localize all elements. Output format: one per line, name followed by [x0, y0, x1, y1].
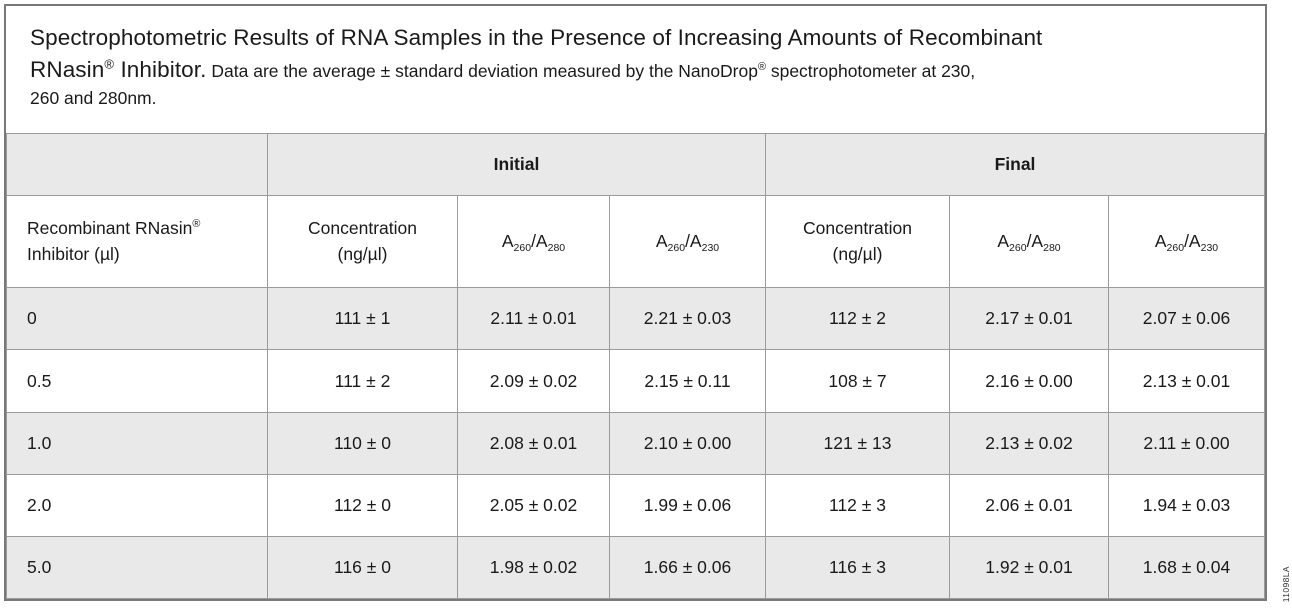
- column-header-final-a260-a280: A260/A280: [949, 195, 1109, 289]
- column-header-inhibitor: Recombinant RNasin® Inhibitor (µl): [6, 195, 268, 289]
- table-cell: 112 ± 2: [765, 287, 950, 351]
- table-cell: 2.05 ± 0.02: [457, 473, 610, 537]
- registered-mark: ®: [192, 218, 201, 231]
- figure-title: Spectrophotometric Results of RNA Sample…: [30, 22, 1239, 111]
- table-cell: 2.09 ± 0.02: [457, 349, 610, 413]
- group-header-blank: [6, 132, 268, 197]
- figure-caption: Data are the average ± standard deviatio…: [30, 60, 976, 108]
- table-cell: 2.16 ± 0.00: [949, 349, 1109, 413]
- table-cell: 112 ± 3: [765, 473, 950, 537]
- figure-title-block: Spectrophotometric Results of RNA Sample…: [6, 6, 1265, 133]
- figure-frame: Spectrophotometric Results of RNA Sample…: [4, 4, 1267, 601]
- table-cell: 2.11 ± 0.00: [1108, 411, 1265, 475]
- table-cell: 2.10 ± 0.00: [609, 411, 766, 475]
- table-cell: 110 ± 0: [267, 411, 458, 475]
- table-row: 0 111 ± 1 2.11 ± 0.01 2.21 ± 0.03 112 ± …: [6, 287, 1265, 351]
- title-line1: Spectrophotometric Results of RNA Sample…: [30, 25, 1043, 50]
- registered-mark: ®: [757, 61, 766, 74]
- table-cell: 108 ± 7: [765, 349, 950, 413]
- table-cell: 2.13 ± 0.01: [1108, 349, 1265, 413]
- table-row: 5.0 116 ± 0 1.98 ± 0.02 1.66 ± 0.06 116 …: [6, 535, 1265, 600]
- figure-code: 11098LA: [1281, 565, 1291, 602]
- title-line2: RNasin® Inhibitor.: [30, 56, 207, 82]
- table-cell: 116 ± 3: [765, 535, 950, 600]
- table-cell: 2.15 ± 0.11: [609, 349, 766, 413]
- table-cell: 1.98 ± 0.02: [457, 535, 610, 600]
- table-cell: 2.08 ± 0.01: [457, 411, 610, 475]
- table-cell: 1.99 ± 0.06: [609, 473, 766, 537]
- table-cell: 2.11 ± 0.01: [457, 287, 610, 351]
- table-cell: 1.68 ± 0.04: [1108, 535, 1265, 600]
- cell-inhibitor: 5.0: [6, 535, 268, 600]
- column-header-initial-a260-a280: A260/A280: [457, 195, 610, 289]
- table-cell: 121 ± 13: [765, 411, 950, 475]
- table-cell: 1.66 ± 0.06: [609, 535, 766, 600]
- table-cell: 2.17 ± 0.01: [949, 287, 1109, 351]
- table-cell: 2.07 ± 0.06: [1108, 287, 1265, 351]
- column-header-final-a260-a230: A260/A230: [1108, 195, 1265, 289]
- group-header-initial: Initial: [267, 132, 766, 197]
- cell-inhibitor: 1.0: [6, 411, 268, 475]
- table-cell: 111 ± 2: [267, 349, 458, 413]
- cell-inhibitor: 0: [6, 287, 268, 351]
- group-header-row: Initial Final: [6, 132, 1265, 197]
- group-header-final: Final: [765, 132, 1265, 197]
- table-cell: 2.21 ± 0.03: [609, 287, 766, 351]
- column-header-final-concentration: Concentration (ng/µl): [765, 195, 950, 289]
- table-cell: 111 ± 1: [267, 287, 458, 351]
- column-header-initial-a260-a230: A260/A230: [609, 195, 766, 289]
- cell-inhibitor: 2.0: [6, 473, 268, 537]
- results-table: Initial Final Recombinant RNasin® Inhibi…: [6, 132, 1265, 600]
- column-header-initial-concentration: Concentration (ng/µl): [267, 195, 458, 289]
- column-header-row: Recombinant RNasin® Inhibitor (µl) Conce…: [6, 195, 1265, 289]
- table-cell: 2.13 ± 0.02: [949, 411, 1109, 475]
- table-cell: 1.92 ± 0.01: [949, 535, 1109, 600]
- table-cell: 2.06 ± 0.01: [949, 473, 1109, 537]
- table-cell: 1.94 ± 0.03: [1108, 473, 1265, 537]
- cell-inhibitor: 0.5: [6, 349, 268, 413]
- table-row: 2.0 112 ± 0 2.05 ± 0.02 1.99 ± 0.06 112 …: [6, 473, 1265, 537]
- table-cell: 112 ± 0: [267, 473, 458, 537]
- table-cell: 116 ± 0: [267, 535, 458, 600]
- registered-mark: ®: [104, 56, 115, 72]
- table-row: 1.0 110 ± 0 2.08 ± 0.01 2.10 ± 0.00 121 …: [6, 411, 1265, 475]
- table-row: 0.5 111 ± 2 2.09 ± 0.02 2.15 ± 0.11 108 …: [6, 349, 1265, 413]
